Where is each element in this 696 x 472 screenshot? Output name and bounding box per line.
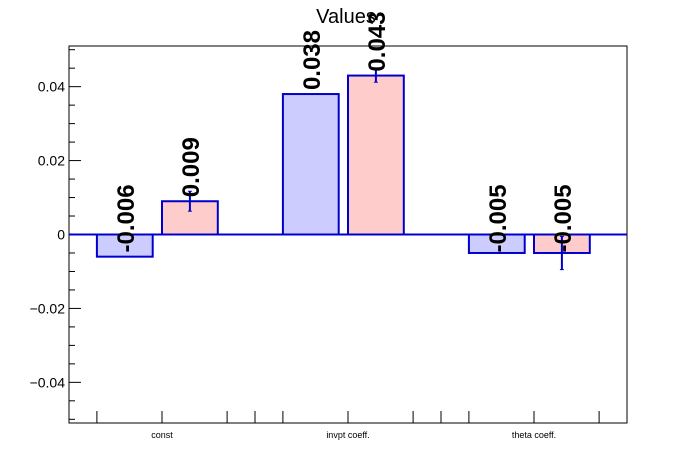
x-category-label: invpt coeff.: [326, 430, 369, 440]
x-category-label: theta coeff.: [512, 430, 556, 440]
value-label: 0.043: [364, 12, 391, 72]
value-label: 0.009: [178, 137, 205, 197]
y-tick-label: 0.02: [38, 153, 65, 169]
value-label: -0.005: [485, 184, 512, 252]
chart-title: Values: [316, 6, 376, 28]
x-category-label: const: [151, 430, 173, 440]
y-tick-label: 0: [57, 227, 65, 243]
y-tick-label: 0.04: [38, 79, 65, 95]
value-label: -0.005: [550, 184, 577, 252]
value-label: -0.006: [113, 184, 140, 252]
y-tick-label: −0.02: [30, 300, 66, 316]
bar: [347, 74, 405, 236]
y-tick-label: −0.04: [30, 374, 66, 390]
bar: [281, 93, 340, 236]
value-label: 0.038: [299, 30, 326, 90]
